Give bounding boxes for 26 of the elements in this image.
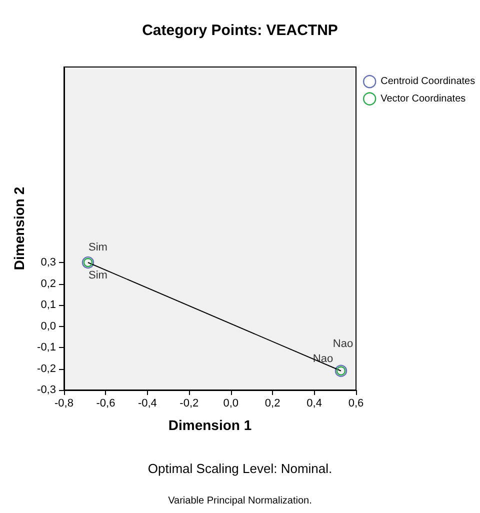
- y-tick-label: 0,3: [40, 256, 56, 268]
- annotation: Nao: [312, 352, 334, 365]
- legend-label: Vector Coordinates: [380, 93, 466, 104]
- text: Optimal Scaling Level: Nominal.: [148, 461, 332, 476]
- y-tick-label: 0,1: [40, 299, 56, 311]
- y-tick-label: -0,3: [37, 384, 56, 396]
- annotation: Nao: [332, 338, 354, 350]
- y-tick-label: -0,2: [37, 362, 56, 375]
- x-tick-label: -0,2: [180, 398, 199, 410]
- text: Variable Principal Normalization.: [168, 496, 312, 506]
- y-tick-label: -0,1: [37, 342, 56, 354]
- chart-title: Category Points: VEACTNP: [142, 22, 338, 39]
- x-tick-label: 0,0: [223, 398, 239, 410]
- x-tick-label: 0,6: [348, 398, 364, 410]
- y-tick-label: 0,0: [40, 320, 56, 332]
- x-tick-label: -0,8: [54, 398, 74, 410]
- annotation: Sim: [88, 242, 108, 254]
- annotation: Sim: [88, 270, 108, 282]
- y-axis-title: Dimension 2: [11, 186, 28, 270]
- x-tick-label: 0,2: [264, 398, 280, 410]
- x-tick-label: -0,6: [96, 398, 116, 410]
- x-tick-label: 0,4: [306, 398, 322, 410]
- x-axis-title: Dimension 1: [168, 417, 252, 433]
- legend-label: Centroid Coordinates: [380, 76, 476, 88]
- y-tick-label: 0,2: [40, 278, 56, 290]
- x-tick-label: -0,4: [138, 398, 157, 410]
